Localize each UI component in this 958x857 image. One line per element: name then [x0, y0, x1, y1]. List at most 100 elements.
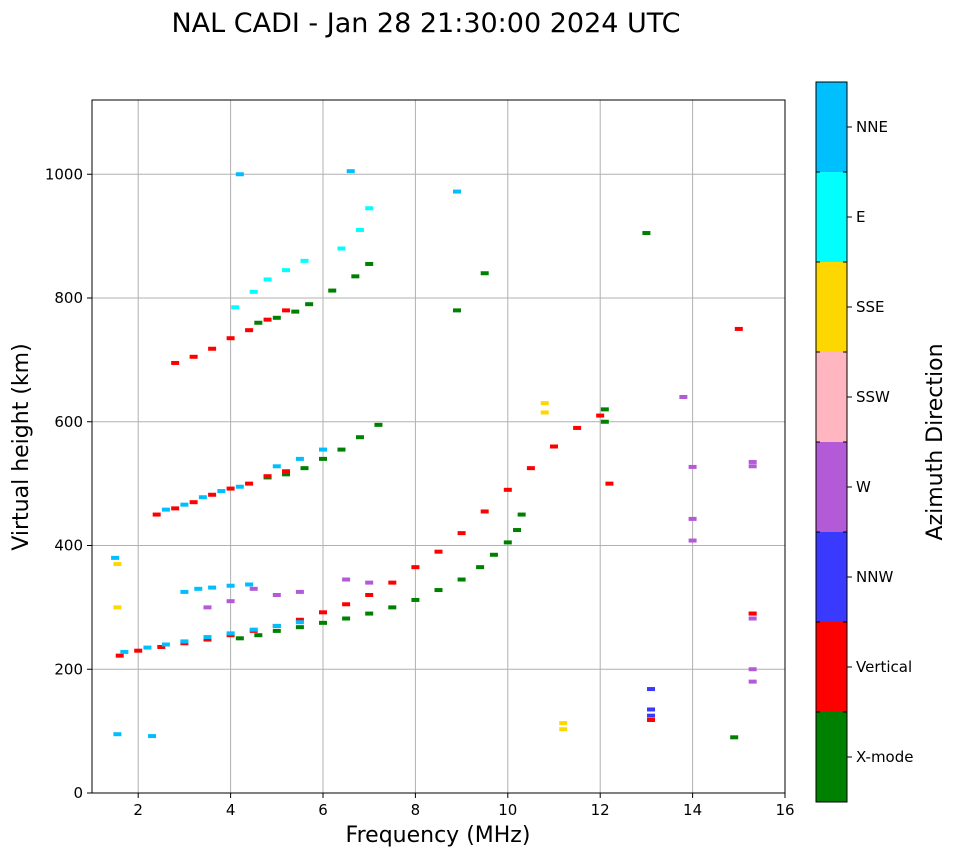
colorbar-tick-label: SSW [856, 388, 890, 406]
data-point [113, 562, 122, 567]
colorbar-tick-label: Vertical [856, 658, 912, 676]
x-tick-label: 16 [775, 801, 794, 819]
colorbar-segment [816, 532, 847, 622]
data-point [171, 360, 180, 365]
data-point [647, 707, 656, 712]
data-point [319, 610, 327, 615]
data-point [235, 172, 244, 177]
data-point [300, 258, 309, 263]
data-point [295, 589, 304, 594]
data-point [272, 623, 281, 628]
data-point [734, 326, 743, 331]
data-point [208, 585, 217, 590]
data-point [226, 486, 235, 491]
data-point [282, 469, 291, 474]
data-point [245, 481, 254, 486]
data-point [503, 540, 512, 545]
data-point [319, 447, 327, 452]
data-point [180, 502, 189, 507]
data-point [748, 459, 757, 464]
data-point [647, 713, 656, 718]
data-point [111, 555, 120, 560]
series-misc-sse [113, 401, 568, 732]
series-f-layer-x-mode-trace [235, 512, 526, 641]
data-point [263, 317, 272, 322]
data-point [254, 320, 263, 325]
data-point [328, 288, 337, 293]
data-point [480, 271, 489, 276]
data-point [434, 549, 443, 554]
colorbar: X-mode Vertical NNW W SSW SSE E NNE [815, 81, 913, 803]
data-point [272, 464, 281, 469]
data-point [235, 636, 244, 641]
data-point [249, 627, 258, 632]
data-point [476, 565, 485, 570]
data-point [573, 425, 582, 430]
x-tick-label: 8 [411, 801, 421, 819]
data-point [226, 599, 235, 604]
data-point [198, 495, 207, 500]
data-point [319, 456, 327, 461]
data-point [642, 231, 651, 236]
data-point [503, 487, 512, 492]
data-point [208, 346, 217, 351]
data-point [351, 274, 360, 279]
data-point [365, 261, 374, 266]
data-point [194, 586, 203, 591]
series-second-hop-oblique [161, 447, 327, 512]
data-point [157, 644, 166, 649]
data-point [282, 472, 291, 477]
data-point [748, 679, 757, 684]
data-point [388, 605, 397, 610]
data-point [249, 289, 258, 294]
y-tick-label: 800 [54, 289, 83, 307]
x-tick-label: 10 [498, 801, 517, 819]
data-point [365, 206, 374, 211]
chart-title: NAL CADI - Jan 28 21:30:00 2024 UTC [171, 8, 680, 39]
data-point [688, 516, 697, 521]
data-point [113, 605, 122, 610]
data-point [249, 586, 258, 591]
data-point [295, 617, 304, 622]
x-tick-label: 4 [226, 801, 236, 819]
y-tick-label: 1000 [45, 165, 83, 183]
data-point [272, 628, 281, 633]
plot-frame [91, 99, 786, 794]
series-high-frequency-w [679, 395, 757, 684]
data-point [319, 620, 327, 625]
y-tick-label: 200 [54, 660, 83, 678]
x-axis-ticks: 2 4 6 8 10 12 14 16 [133, 793, 795, 819]
data-point [203, 637, 212, 642]
data-point [452, 308, 461, 313]
data-point [559, 721, 568, 726]
data-point [600, 407, 609, 412]
data-point [235, 484, 244, 489]
series-high-frequency-vertical [605, 326, 757, 722]
data-point [180, 639, 189, 644]
data-point [411, 565, 420, 570]
data-point [647, 687, 656, 692]
data-point [679, 395, 688, 399]
data-point [254, 633, 263, 638]
data-point [489, 552, 498, 557]
y-axis-label: Virtual height (km) [9, 343, 34, 550]
data-point [203, 635, 212, 640]
data-point [291, 309, 300, 314]
series-high-frequency-nnw [647, 687, 656, 718]
data-point [480, 509, 489, 514]
y-tick-label: 0 [73, 784, 83, 802]
colorbar-tick-label: E [856, 208, 865, 226]
x-tick-label: 12 [591, 801, 610, 819]
colorbar-segment [816, 712, 847, 802]
data-point [120, 649, 129, 654]
data-point [346, 169, 355, 174]
data-point [605, 481, 614, 486]
series-sparse-echoes [111, 169, 461, 739]
data-point [365, 593, 374, 597]
data-point [305, 302, 314, 307]
data-point [688, 538, 697, 543]
series-third-hop-x-mode [254, 261, 374, 325]
data-point [457, 577, 466, 582]
colorbar-tick-label: SSE [856, 298, 885, 316]
